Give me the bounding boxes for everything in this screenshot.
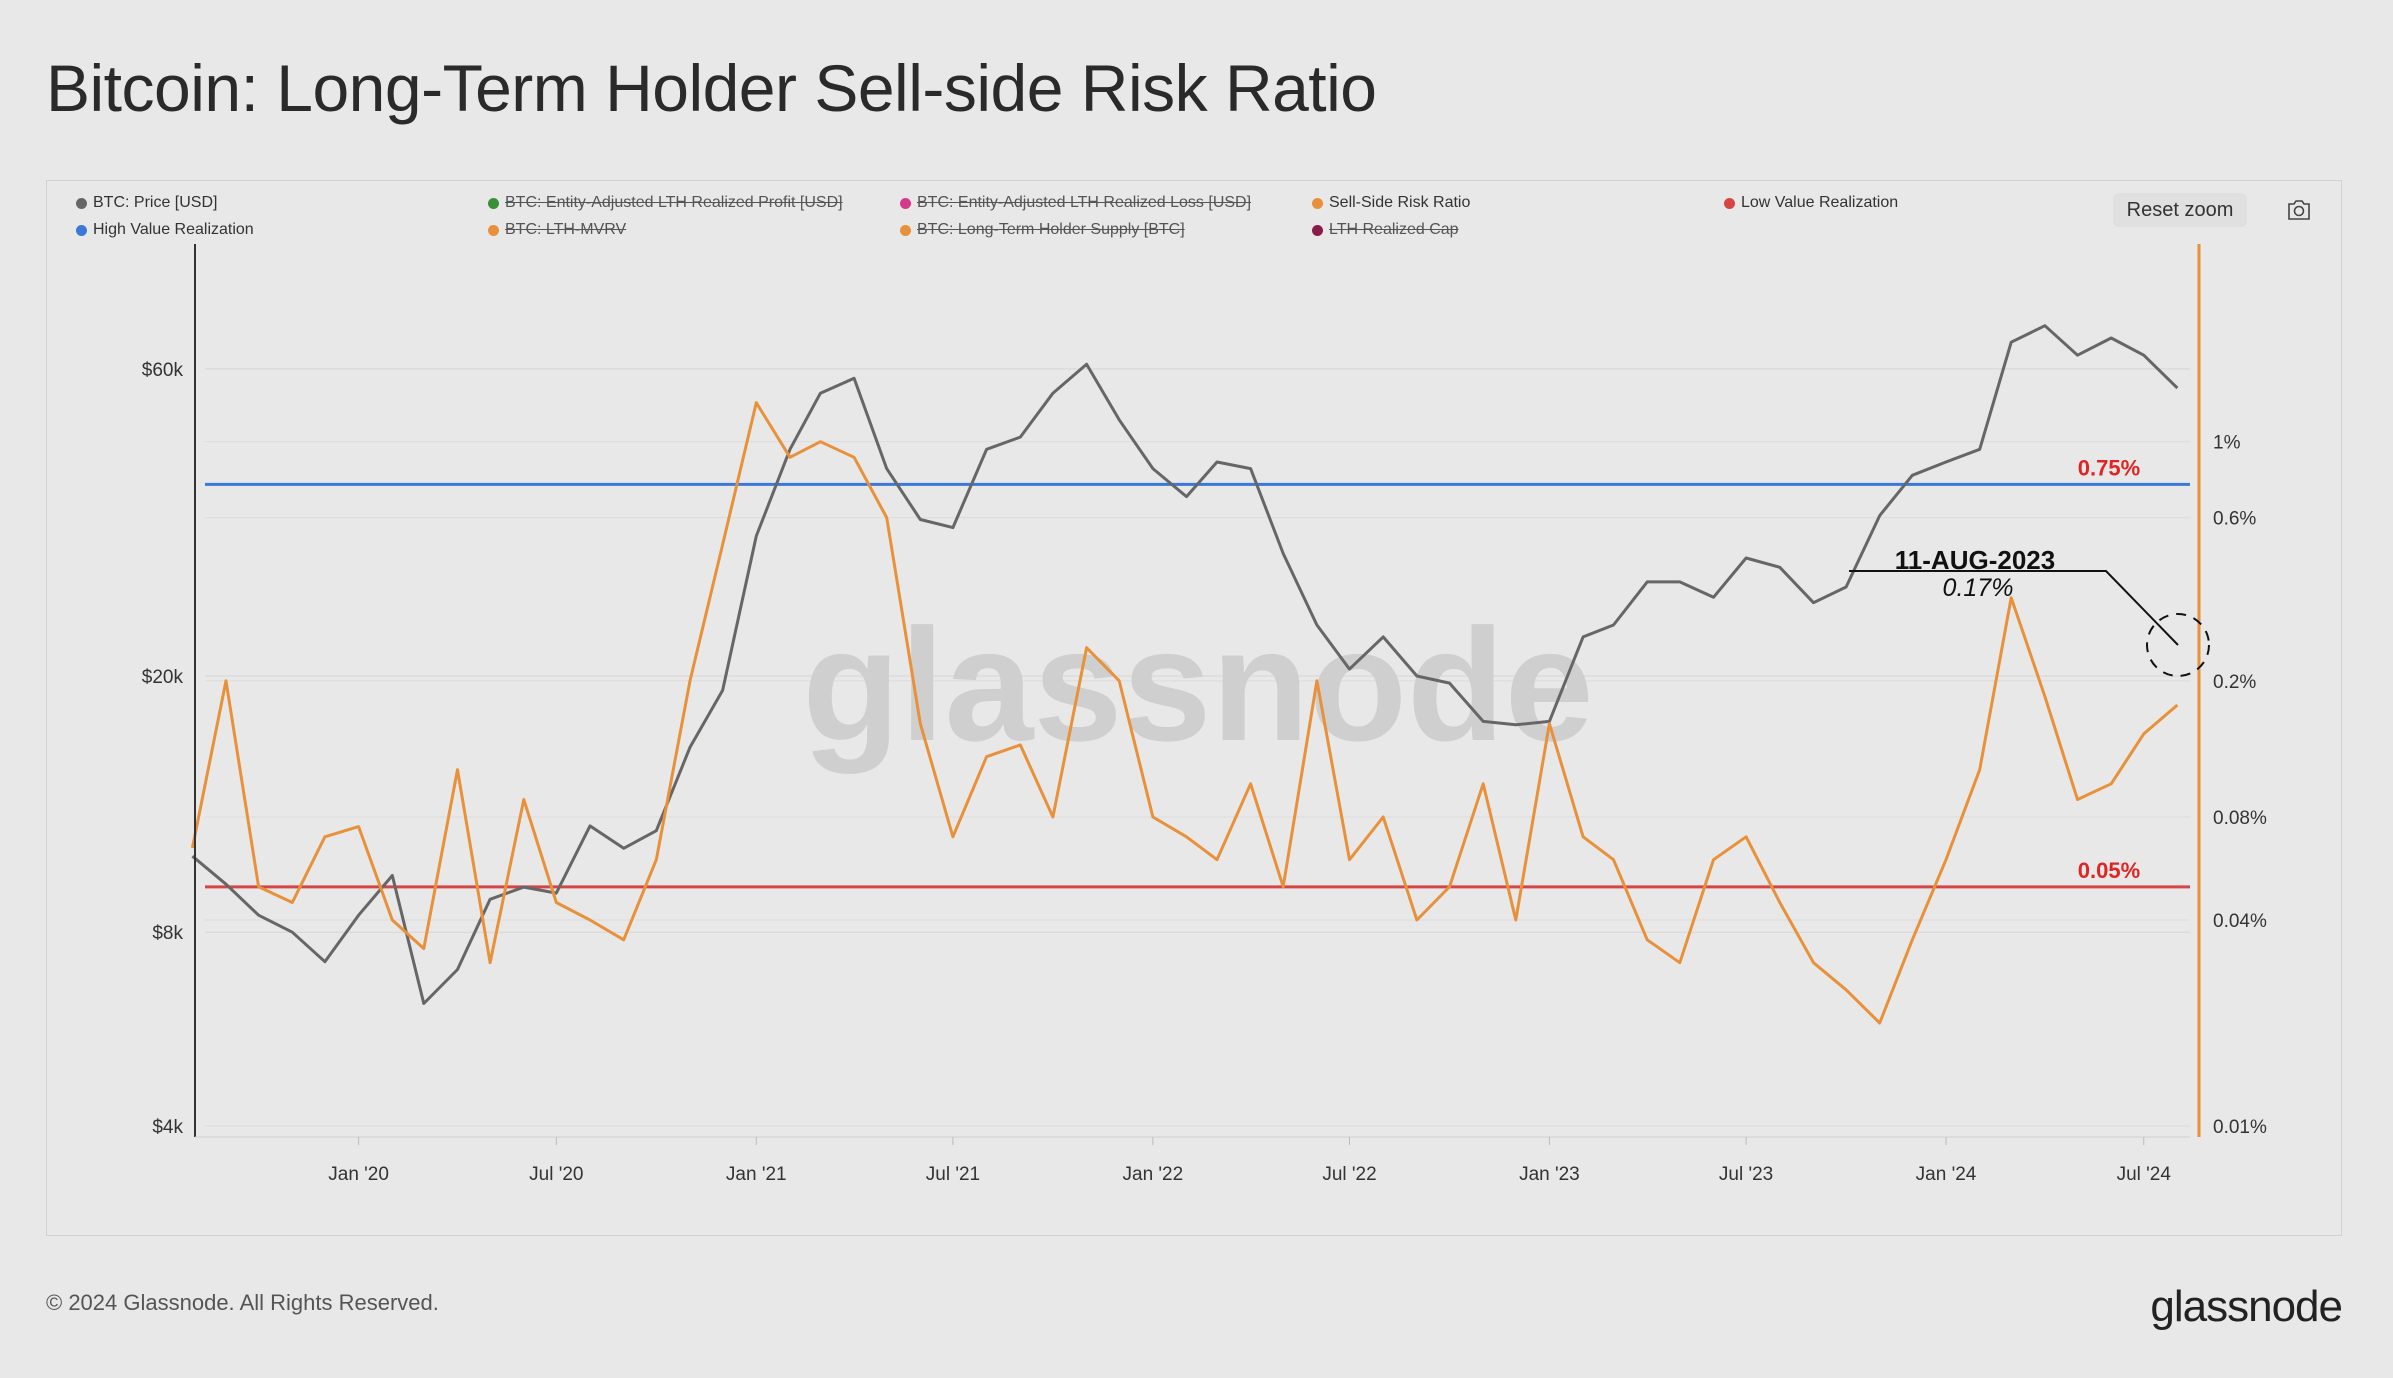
legend-dot-icon (1312, 224, 1323, 236)
legend-dot-icon (488, 197, 499, 209)
x-tick-label: Jul '20 (529, 1164, 583, 1185)
legend-dot-icon (1312, 197, 1323, 209)
y-right-tick-label: 0.04% (2213, 911, 2267, 932)
legend-dot-icon (1724, 197, 1735, 209)
legend-label: Low Value Realization (1741, 194, 1899, 211)
reset-zoom-button[interactable]: Reset zoom (2113, 193, 2247, 227)
legend-label: BTC: Entity-Adjusted LTH Realized Loss [… (917, 194, 1252, 211)
legend-dot-icon (900, 197, 911, 209)
x-tick-label: Jan '20 (328, 1164, 389, 1185)
legend-label: BTC: Long-Term Holder Supply [BTC] (917, 221, 1185, 238)
legend-item-low-value-realization[interactable]: Low Value Realization (1724, 194, 1898, 212)
x-tick-label: Jan '21 (726, 1164, 787, 1185)
x-tick-label: Jan '22 (1123, 1164, 1184, 1185)
legend-item-lth-realized-cap[interactable]: LTH Realized Cap (1312, 221, 1459, 239)
annotation-value: 0.17% (1943, 574, 2014, 602)
camera-icon[interactable] (2287, 199, 2311, 221)
legend-label: BTC: LTH-MVRV (505, 221, 627, 238)
legend-dot-icon (76, 224, 87, 236)
y-left-tick-label: $8k (152, 923, 183, 944)
x-tick-label: Jul '22 (1322, 1164, 1376, 1185)
glassnode-logo: glassnode (2150, 1282, 2343, 1331)
chart-panel (46, 180, 2342, 1236)
legend-label: BTC: Entity-Adjusted LTH Realized Profit… (505, 194, 843, 211)
legend-item-lth-realized-profit[interactable]: BTC: Entity-Adjusted LTH Realized Profit… (488, 194, 843, 212)
x-tick-label: Jan '23 (1519, 1164, 1580, 1185)
legend-item-btc-price[interactable]: BTC: Price [USD] (76, 194, 217, 212)
legend-label: LTH Realized Cap (1329, 221, 1459, 238)
legend-item-lth-supply[interactable]: BTC: Long-Term Holder Supply [BTC] (900, 221, 1185, 239)
legend-label: Sell-Side Risk Ratio (1329, 194, 1471, 211)
y-right-tick-label: 0.6% (2213, 509, 2256, 530)
annotation-circle (2146, 613, 2210, 677)
x-tick-label: Jan '24 (1916, 1164, 1977, 1185)
x-tick-label: Jul '21 (926, 1164, 980, 1185)
x-tick-label: Jul '24 (2117, 1164, 2172, 1185)
y-left-tick-label: $20k (142, 667, 184, 688)
y-left-tick-label: $4k (152, 1117, 183, 1138)
legend-item-lth-realized-loss[interactable]: BTC: Entity-Adjusted LTH Realized Loss [… (900, 194, 1251, 212)
legend-item-high-value-realization[interactable]: High Value Realization (76, 221, 254, 239)
reference-line-label: 0.05% (2078, 858, 2140, 883)
annotation-leader-line (1849, 570, 2179, 646)
legend-label: BTC: Price [USD] (93, 194, 218, 211)
legend-item-sell-side-risk-ratio[interactable]: Sell-Side Risk Ratio (1312, 194, 1470, 212)
x-tick-label: Jul '23 (1719, 1164, 1773, 1185)
y-right-tick-label: 0.08% (2213, 808, 2267, 829)
legend-dot-icon (900, 224, 911, 236)
legend-dot-icon (488, 224, 499, 236)
y-right-tick-label: 1% (2213, 433, 2241, 454)
legend-dot-icon (76, 197, 87, 209)
legend-label: High Value Realization (93, 221, 254, 238)
y-right-tick-label: 0.2% (2213, 672, 2256, 693)
legend-item-lth-mvrv[interactable]: BTC: LTH-MVRV (488, 221, 626, 239)
y-left-tick-label: $60k (142, 360, 184, 381)
y-right-tick-label: 0.01% (2213, 1117, 2267, 1138)
reference-line-label: 0.75% (2078, 455, 2140, 480)
watermark: glassnode (802, 595, 1593, 774)
annotation: 11-AUG-2023 0.17% (1849, 545, 2210, 677)
page-title: Bitcoin: Long-Term Holder Sell-side Risk… (46, 51, 1377, 125)
annotation-date: 11-AUG-2023 (1895, 545, 2055, 575)
copyright: © 2024 Glassnode. All Rights Reserved. (46, 1290, 439, 1315)
